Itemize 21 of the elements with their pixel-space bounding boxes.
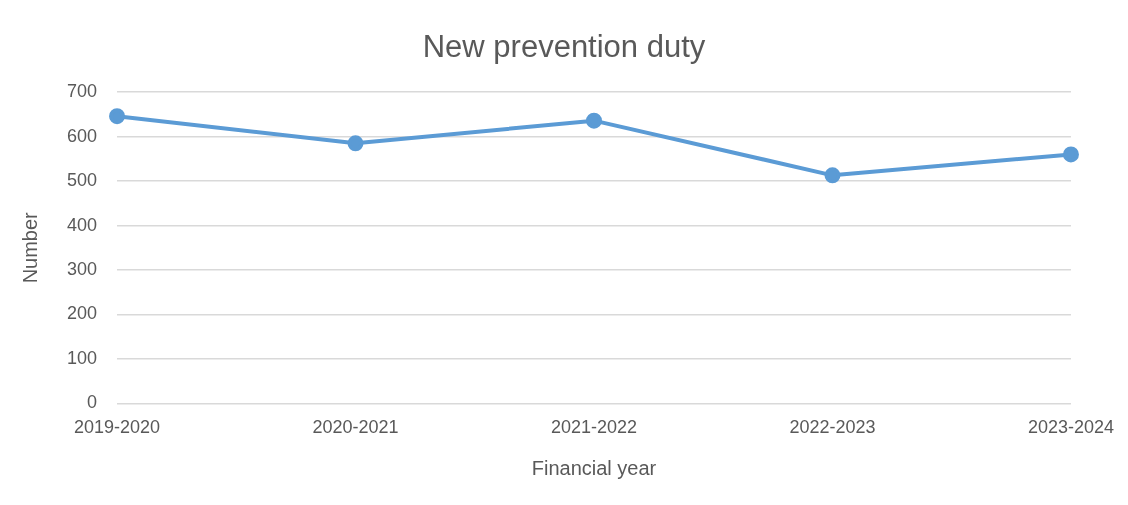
point xyxy=(1062,146,1079,163)
y-tick-label: 500 xyxy=(66,170,98,191)
y-tick-label: 0 xyxy=(87,392,98,413)
y-axis-title: Number xyxy=(18,211,41,284)
y-tick-label: 200 xyxy=(66,303,98,324)
point xyxy=(109,108,126,125)
x-tick-label: 2021-2022 xyxy=(550,417,638,438)
point xyxy=(347,135,364,152)
x-axis-title: Financial year xyxy=(531,456,657,479)
y-tick-label: 700 xyxy=(66,81,98,102)
y-tick-label: 300 xyxy=(66,259,98,279)
y-tick-label: 100 xyxy=(66,347,98,368)
point xyxy=(824,167,841,184)
x-tick-label: 2020-2021 xyxy=(312,417,399,438)
y-tick-label: 400 xyxy=(66,214,98,235)
y-tick-label: 600 xyxy=(66,125,98,146)
point xyxy=(586,112,602,129)
x-tick-label: 2019-2020 xyxy=(73,417,161,438)
chart-title: New prevention duty xyxy=(422,29,706,65)
x-tick-label: 2023-2024 xyxy=(1027,417,1115,438)
x-tick-label: 2022-2023 xyxy=(789,417,876,438)
